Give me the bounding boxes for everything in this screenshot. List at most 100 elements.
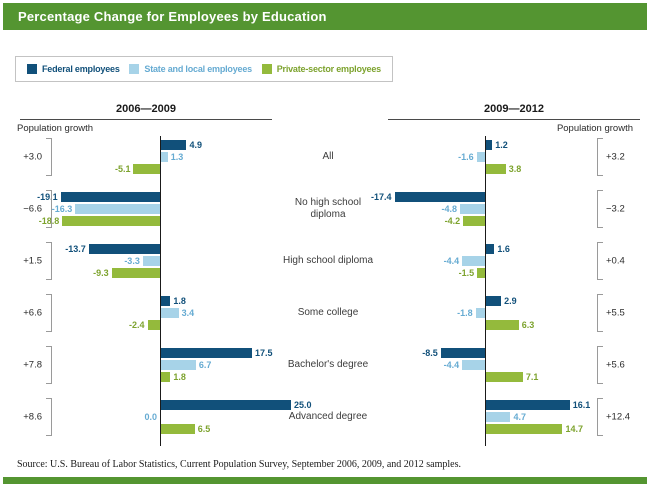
state-local-swatch-icon	[129, 64, 140, 74]
bar-federal	[394, 192, 485, 202]
population-growth-bracket	[597, 138, 603, 176]
bar-private	[486, 320, 519, 330]
bar-value-label: -1.5	[458, 268, 475, 278]
population-growth-bracket	[46, 294, 52, 332]
bar-private	[486, 424, 563, 434]
bar-value-label: -17.4	[371, 192, 392, 202]
bar-value-label: -1.8	[457, 308, 473, 318]
chart-title: Percentage Change for Employees by Educa…	[18, 9, 327, 24]
bar-federal	[486, 244, 495, 254]
population-growth-bracket	[597, 242, 603, 280]
population-growth-value: +3.2	[606, 151, 625, 163]
bar-private	[477, 268, 485, 278]
bar-value-label: -19.1	[37, 192, 58, 202]
population-growth-bracket	[46, 138, 52, 176]
bar-federal	[161, 296, 171, 306]
bar-private	[161, 372, 171, 382]
bar-private	[147, 320, 160, 330]
legend-item-private: Private-sector employees	[261, 64, 381, 74]
bar-private	[133, 164, 160, 174]
bar-value-label: -18.8	[38, 216, 60, 226]
population-growth-value: +1.5	[23, 255, 42, 267]
private-swatch-icon	[261, 64, 272, 74]
bar-value-label: 0.0	[144, 412, 157, 422]
footer-bar	[3, 477, 647, 484]
population-growth-bracket	[46, 398, 52, 436]
population-growth-value: +8.6	[23, 411, 42, 423]
bar-federal	[486, 140, 493, 150]
population-growth-bracket	[46, 346, 52, 384]
bar-state-local	[462, 360, 485, 370]
bar-value-label: -1.6	[458, 152, 474, 162]
zero-axis-left	[160, 136, 161, 446]
bar-state-local	[161, 308, 179, 318]
category-label: Bachelor's degree	[287, 359, 369, 370]
population-growth-bracket	[46, 242, 52, 280]
bar-value-label: 1.3	[170, 152, 184, 162]
bar-value-label: 6.7	[198, 360, 212, 370]
bar-federal	[161, 400, 291, 410]
bar-value-label: 3.4	[181, 308, 195, 318]
bar-federal	[88, 244, 160, 254]
category-label: High school diploma	[282, 255, 374, 266]
bar-value-label: 1.2	[495, 140, 508, 150]
population-growth-value: +5.5	[606, 307, 625, 319]
panel-title-2009-2012: 2009—2012	[484, 103, 544, 115]
population-growth-value: −3.2	[606, 203, 625, 215]
bar-value-label: -4.4	[443, 256, 460, 266]
bar-federal	[161, 140, 187, 150]
federal-swatch-icon	[27, 64, 37, 74]
bar-value-label: 1.6	[497, 244, 510, 254]
bar-value-label: -9.3	[93, 268, 109, 278]
population-growth-value: +6.6	[23, 307, 42, 319]
bar-federal	[486, 296, 502, 306]
population-growth-bracket	[597, 190, 603, 228]
bar-state-local	[142, 256, 160, 266]
population-growth-value: +7.8	[23, 359, 42, 371]
bar-value-label: 4.9	[189, 140, 202, 150]
bar-federal	[161, 348, 252, 358]
bar-value-label: 25.0	[294, 400, 312, 410]
bar-state-local	[486, 412, 511, 422]
bar-state-local	[462, 256, 485, 266]
population-growth-value: −6.6	[23, 203, 42, 215]
population-growth-label-right: Population growth	[556, 123, 633, 134]
bar-value-label: -5.1	[114, 164, 131, 174]
bar-value-label: 17.5	[255, 348, 273, 358]
bar-state-local	[161, 152, 168, 162]
panel-title-2006-2009: 2006—2009	[116, 103, 176, 115]
bar-value-label: -2.4	[129, 320, 145, 330]
bar-value-label: -4.8	[441, 204, 458, 214]
bar-value-label: 7.1	[525, 372, 539, 382]
legend-label-federal: Federal employees	[42, 64, 120, 74]
population-growth-value: +12.4	[606, 411, 631, 423]
bar-value-label: 2.9	[504, 296, 517, 306]
bar-value-label: 1.8	[173, 296, 186, 306]
bar-value-label: 14.7	[565, 424, 583, 434]
bar-value-label: -4.4	[443, 360, 460, 370]
legend-item-federal: Federal employees	[27, 64, 120, 74]
bar-value-label: -3.3	[124, 256, 140, 266]
legend-label-private: Private-sector employees	[276, 64, 381, 74]
chart-title-bar: Percentage Change for Employees by Educa…	[3, 3, 647, 30]
zero-axis-right	[485, 136, 486, 446]
bar-value-label: 3.8	[508, 164, 522, 174]
bar-federal	[440, 348, 485, 358]
bar-private	[62, 216, 160, 226]
population-growth-value: +0.4	[606, 255, 625, 267]
panel-rule-right	[388, 119, 640, 120]
bar-value-label: -13.7	[65, 244, 86, 254]
bar-value-label: 16.1	[572, 400, 591, 410]
bar-value-label: 6.3	[521, 320, 535, 330]
bar-private	[486, 372, 523, 382]
legend-item-state-local: State and local employees	[129, 64, 252, 74]
population-growth-bracket	[597, 346, 603, 384]
panel-rule-left	[20, 119, 272, 120]
bar-federal	[60, 192, 160, 202]
legend: Federal employees State and local employe…	[15, 56, 393, 82]
bar-private	[111, 268, 160, 278]
category-label: Some college	[297, 307, 359, 318]
category-label: All	[322, 151, 334, 162]
